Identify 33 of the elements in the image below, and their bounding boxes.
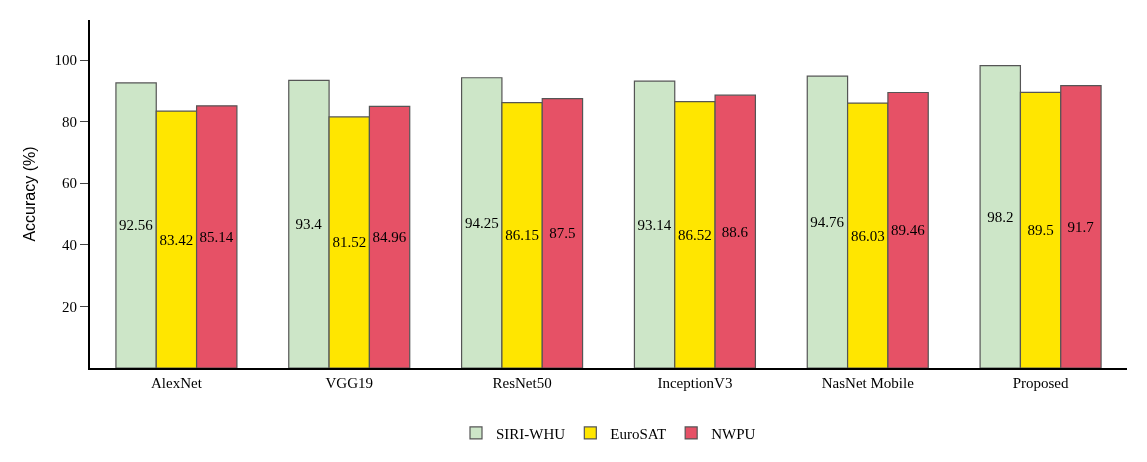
x-tick-label: AlexNet — [151, 375, 203, 391]
y-tick-label: 20 — [62, 298, 77, 315]
data-label: 86.15 — [505, 227, 539, 244]
x-tick-label: InceptionV3 — [657, 375, 733, 391]
y-tick-label: 40 — [62, 237, 77, 254]
y-tick-label: 60 — [62, 175, 77, 192]
x-tick-label: Proposed — [1012, 375, 1069, 391]
data-label: 84.96 — [372, 229, 407, 246]
data-label: 81.52 — [332, 234, 367, 251]
y-tick-label: 80 — [62, 113, 77, 130]
x-tick-label: ResNet50 — [492, 375, 552, 391]
data-label: 98.2 — [987, 208, 1014, 225]
data-label: 86.52 — [678, 226, 712, 243]
legend-label: NWPU — [711, 425, 756, 442]
data-label: 93.4 — [295, 216, 323, 233]
x-tick-label: VGG19 — [325, 375, 373, 391]
data-label: 92.56 — [118, 217, 154, 234]
legend-label: SIRI-WHU — [496, 425, 566, 442]
data-label: 83.42 — [159, 231, 194, 248]
data-label: 88.6 — [721, 223, 749, 240]
data-label: 86.03 — [850, 227, 885, 244]
data-label: 94.76 — [810, 214, 845, 231]
data-label: 89.46 — [890, 222, 926, 239]
data-label: 89.5 — [1027, 222, 1054, 239]
y-axis-title: Accuracy (%) — [20, 146, 38, 242]
data-label: 94.25 — [464, 214, 499, 231]
y-tick-label: 100 — [54, 52, 77, 69]
legend-label: EuroSAT — [610, 425, 667, 442]
x-tick-label: NasNet Mobile — [821, 375, 915, 391]
data-label: 93.14 — [637, 216, 672, 233]
data-label: 85.14 — [199, 228, 234, 245]
data-label: 87.5 — [549, 225, 576, 242]
data-label: 91.7 — [1067, 218, 1095, 235]
